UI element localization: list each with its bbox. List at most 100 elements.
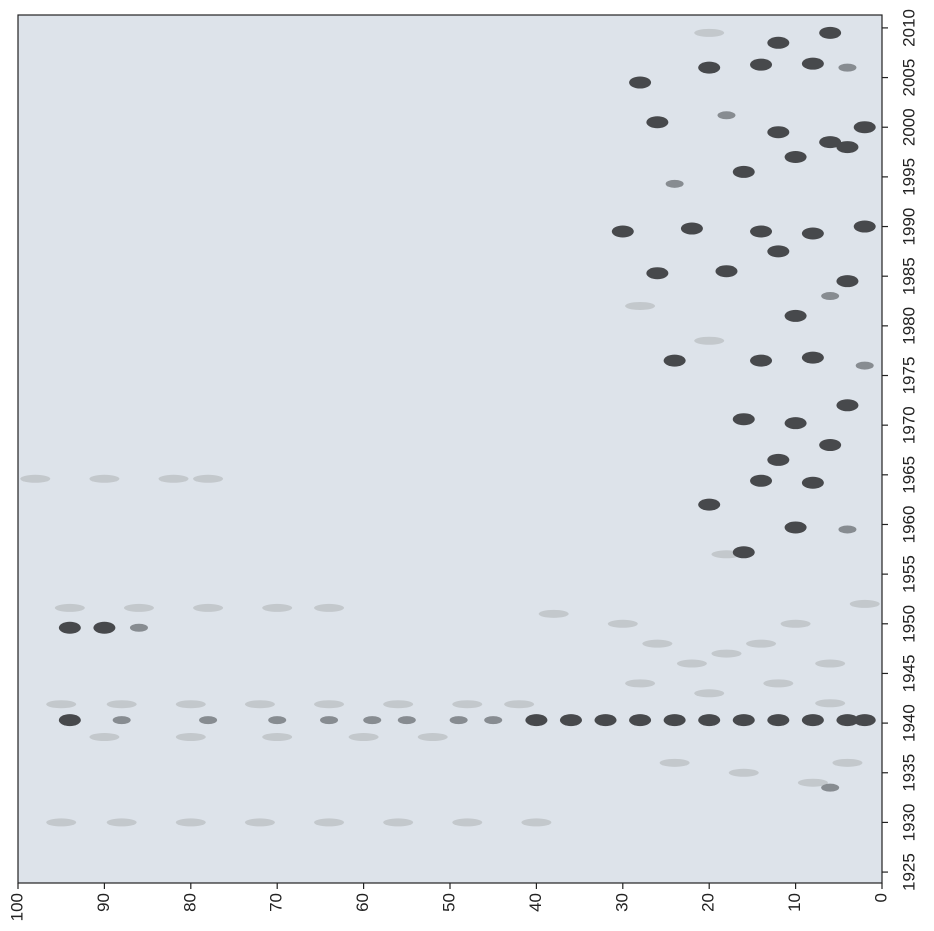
x-tick-label: 50	[439, 893, 458, 912]
contour-blob	[694, 689, 725, 698]
contour-blob	[504, 700, 535, 709]
contour-blob	[767, 245, 790, 258]
contour-blob	[767, 126, 790, 139]
contour-blob	[363, 716, 382, 725]
x-tick-label: 80	[180, 893, 199, 912]
contour-blob	[784, 151, 807, 164]
contour-blob	[54, 603, 85, 612]
contour-blob	[20, 474, 51, 483]
y-tick-label: 1925	[899, 853, 918, 891]
contour-blob	[819, 26, 842, 39]
contour-blob	[112, 716, 131, 725]
contour-blob	[46, 700, 77, 709]
contour-blob	[663, 714, 686, 727]
contour-blob	[728, 768, 759, 777]
contour-blob	[659, 758, 690, 767]
contour-blob	[663, 354, 686, 367]
x-tick-label: 70	[267, 893, 286, 912]
contour-blob	[801, 714, 824, 727]
contour-blob	[646, 267, 669, 280]
contour-blob	[129, 623, 148, 632]
y-tick-label: 1945	[899, 655, 918, 693]
contour-blob	[750, 354, 773, 367]
contour-blob	[767, 453, 790, 466]
y-tick-label: 1950	[899, 605, 918, 643]
contour-blob	[676, 659, 707, 668]
contour-blob	[680, 222, 703, 235]
contour-blob	[123, 603, 154, 612]
contour-blob	[521, 818, 552, 827]
y-tick-label: 1940	[899, 704, 918, 742]
contour-blob	[268, 716, 287, 725]
contour-blob	[698, 61, 721, 74]
contour-blob	[767, 36, 790, 49]
contour-blob	[780, 619, 811, 628]
contour-blob	[801, 351, 824, 364]
contour-blob	[815, 659, 846, 668]
contour-blob	[625, 301, 656, 310]
contour-blob	[763, 679, 794, 688]
y-tick-label: 1970	[899, 406, 918, 444]
contour-blob	[750, 58, 773, 71]
contour-blob	[838, 63, 857, 72]
y-tick-label: 1960	[899, 506, 918, 544]
contour-blob	[58, 714, 81, 727]
contour-blob	[449, 716, 468, 725]
contour-blob	[698, 714, 721, 727]
contour-blob	[746, 639, 777, 648]
x-tick-label: 40	[526, 893, 545, 912]
contour-blob	[732, 165, 755, 178]
contour-blob	[694, 336, 725, 345]
contour-blob	[853, 714, 876, 727]
contour-blob	[821, 783, 840, 792]
y-tick-label: 2005	[899, 59, 918, 97]
contour-blob	[698, 498, 721, 511]
contour-blob	[314, 603, 345, 612]
contour-blob	[452, 700, 483, 709]
y-tick-label: 1955	[899, 555, 918, 593]
contour-blob	[797, 778, 828, 787]
contour-blob	[821, 292, 840, 301]
contour-blob	[193, 474, 224, 483]
contour-blob	[665, 179, 684, 188]
contour-blob	[175, 733, 206, 742]
contour-blob	[717, 111, 736, 120]
y-tick-label: 1975	[899, 357, 918, 395]
contour-blob	[784, 309, 807, 322]
contour-blob	[625, 679, 656, 688]
contour-blob	[642, 639, 673, 648]
contour-blob	[262, 603, 293, 612]
contour-blob	[815, 699, 846, 708]
contour-blob	[314, 818, 345, 827]
contour-blob	[158, 474, 189, 483]
contour-blob	[559, 714, 582, 727]
contour-blob	[838, 525, 857, 534]
contour-blob	[853, 121, 876, 134]
contour-blob	[836, 275, 859, 288]
contour-blob	[89, 733, 120, 742]
contour-blob	[836, 399, 859, 412]
contour-blob	[849, 599, 880, 608]
contour-blob	[106, 818, 137, 827]
contour-blob	[784, 417, 807, 430]
contour-blob	[750, 225, 773, 238]
contour-blob	[732, 546, 755, 559]
x-tick-label: 10	[785, 893, 804, 912]
x-tick-label: 20	[699, 893, 718, 912]
contour-blob	[383, 818, 414, 827]
contour-blob	[832, 758, 863, 767]
contour-blob	[93, 621, 116, 634]
contour-blob	[314, 700, 345, 709]
contour-blob	[607, 619, 638, 628]
contour-blob	[767, 714, 790, 727]
contour-blob	[320, 716, 339, 725]
contour-blob	[732, 413, 755, 426]
x-tick-label: 90	[94, 893, 113, 912]
contour-blob	[175, 818, 206, 827]
contour-blob	[646, 116, 669, 129]
contour-blob	[629, 714, 652, 727]
contour-blob	[711, 649, 742, 658]
contour-blob	[694, 28, 725, 37]
contour-blob	[784, 521, 807, 534]
